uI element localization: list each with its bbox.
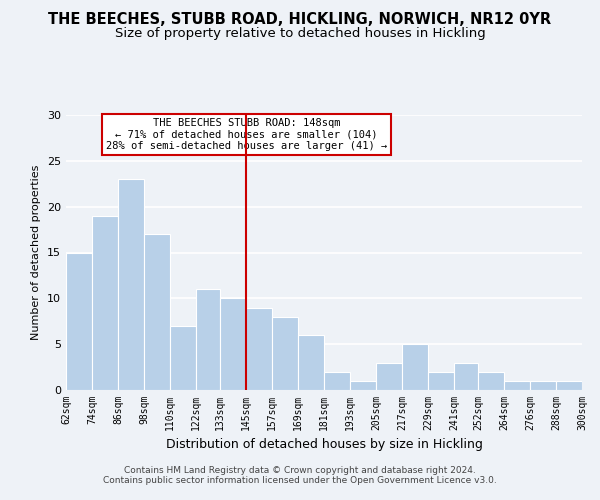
Text: THE BEECHES, STUBB ROAD, HICKLING, NORWICH, NR12 0YR: THE BEECHES, STUBB ROAD, HICKLING, NORWI…	[49, 12, 551, 28]
Bar	[324, 372, 350, 390]
Bar	[246, 308, 272, 390]
Text: Contains HM Land Registry data © Crown copyright and database right 2024.
Contai: Contains HM Land Registry data © Crown c…	[103, 466, 497, 485]
Bar	[272, 316, 298, 390]
Bar	[66, 252, 92, 390]
X-axis label: Distribution of detached houses by size in Hickling: Distribution of detached houses by size …	[166, 438, 482, 452]
Bar	[454, 362, 478, 390]
Bar	[220, 298, 246, 390]
Bar	[504, 381, 530, 390]
Bar	[556, 381, 582, 390]
Bar	[298, 335, 324, 390]
Bar	[478, 372, 504, 390]
Bar	[118, 179, 144, 390]
Bar	[196, 289, 220, 390]
Bar	[350, 381, 376, 390]
Bar	[92, 216, 118, 390]
Bar	[170, 326, 196, 390]
Y-axis label: Number of detached properties: Number of detached properties	[31, 165, 41, 340]
Bar	[376, 362, 402, 390]
Text: Size of property relative to detached houses in Hickling: Size of property relative to detached ho…	[115, 28, 485, 40]
Bar	[530, 381, 556, 390]
Text: THE BEECHES STUBB ROAD: 148sqm
← 71% of detached houses are smaller (104)
28% of: THE BEECHES STUBB ROAD: 148sqm ← 71% of …	[106, 118, 387, 151]
Bar	[402, 344, 428, 390]
Bar	[428, 372, 454, 390]
Bar	[144, 234, 170, 390]
